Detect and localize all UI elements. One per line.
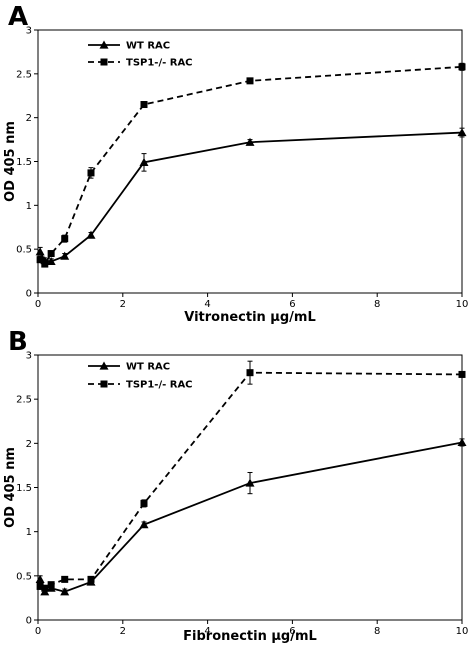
- y-tick-label: 0.5: [16, 245, 32, 256]
- y-tick-label: 2: [26, 113, 32, 124]
- x-tick-label: 10: [456, 299, 468, 310]
- legend-label: TSP1-/- RAC: [126, 58, 193, 69]
- x-axis-label: Fibronectin µg/mL: [183, 629, 317, 644]
- data-point: [40, 256, 50, 265]
- legend-marker: [99, 361, 109, 370]
- data-point: [36, 582, 44, 590]
- series-line: [39, 65, 463, 266]
- data-point: [40, 587, 50, 596]
- series-wt-rac: [35, 437, 467, 596]
- data-point: [139, 520, 149, 529]
- data-point: [140, 101, 148, 109]
- y-tick-label: 1: [26, 527, 32, 538]
- y-tick-label: 1.5: [16, 157, 32, 168]
- data-point: [46, 583, 56, 592]
- data-point: [61, 235, 69, 243]
- series-line: [39, 371, 463, 590]
- legend-label: WT RAC: [126, 41, 170, 52]
- y-tick-label: 2.5: [16, 69, 32, 80]
- series-tsp1-rac: [36, 62, 466, 268]
- data-point: [139, 157, 149, 166]
- data-point: [458, 63, 466, 71]
- x-tick-label: 4: [204, 626, 210, 637]
- data-point: [47, 250, 55, 258]
- y-tick-label: 3: [26, 351, 32, 362]
- chart-panel-a: A 0 0.5 1 1.5 2 2.5 3 0 2 4 6 8 10 Vitronectin µg/mL OD…: [3, 2, 468, 325]
- x-tick-label: 4: [204, 299, 210, 310]
- data-point: [36, 256, 44, 264]
- data-point: [46, 256, 56, 266]
- x-tick-label: 2: [120, 626, 126, 637]
- x-tick-label: 8: [374, 299, 380, 310]
- data-point: [35, 574, 45, 583]
- y-axis-label: OD 405 nm: [3, 447, 18, 528]
- y-tick-label: 1.5: [16, 483, 32, 494]
- x-tick-label: 6: [289, 299, 295, 310]
- data-point: [245, 137, 255, 146]
- data-point: [458, 370, 466, 378]
- legend-marker: [100, 58, 108, 66]
- data-point: [60, 251, 70, 260]
- x-tick-label: 0: [35, 626, 41, 637]
- y-tick-label: 3: [26, 26, 32, 37]
- legend-marker: [100, 380, 108, 388]
- x-tick-label: 6: [289, 626, 295, 637]
- x-tick-label: 0: [35, 299, 41, 310]
- y-axis-label: OD 405 nm: [3, 121, 18, 202]
- data-point: [35, 247, 45, 256]
- data-point: [246, 369, 254, 377]
- data-point: [245, 478, 255, 487]
- panel-letter: A: [8, 2, 28, 32]
- panel-letter: B: [8, 327, 28, 357]
- y-tick-label: 2: [26, 439, 32, 450]
- legend-label: TSP1-/- RAC: [126, 380, 193, 391]
- y-tick-label: 0.5: [16, 571, 32, 582]
- series-tsp1-rac: [36, 360, 466, 592]
- series-wt-rac: [35, 127, 467, 266]
- y-tick-label: 1: [26, 201, 32, 212]
- y-tick-label: 2.5: [16, 395, 32, 406]
- x-tick-label: 2: [120, 299, 126, 310]
- y-tick-label: 0: [26, 289, 32, 300]
- data-point: [86, 577, 96, 586]
- legend: WT RAC TSP1-/- RAC: [88, 361, 193, 391]
- legend: WT RAC TSP1-/- RAC: [88, 40, 193, 69]
- y-tick-label: 0: [26, 616, 32, 627]
- legend-marker: [99, 40, 109, 49]
- x-tick-label: 8: [374, 626, 380, 637]
- x-tick-label: 10: [456, 626, 468, 637]
- chart-panel-b: B 0 0.5 1 1.5 2 2.5 3 0 2 4 6 8 10 Fibronectin µg/mL OD…: [3, 327, 468, 644]
- data-point: [60, 587, 70, 596]
- series-line: [39, 131, 463, 263]
- x-axis-label: Vitronectin µg/mL: [184, 310, 316, 325]
- data-point: [457, 128, 467, 137]
- data-point: [457, 437, 467, 447]
- data-point: [86, 230, 96, 239]
- series-line: [39, 441, 463, 594]
- data-point: [87, 169, 95, 177]
- data-point: [61, 575, 69, 583]
- legend-label: WT RAC: [126, 362, 170, 373]
- data-point: [246, 77, 254, 85]
- plot-frame: [37, 29, 463, 294]
- data-point: [140, 499, 148, 507]
